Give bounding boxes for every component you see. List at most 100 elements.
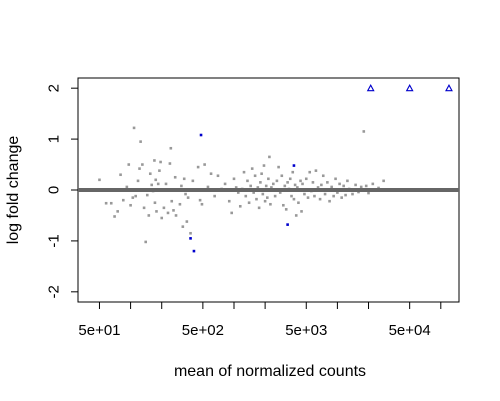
x-axis: 5e+01 5e+02 5e+03 5e+04 (78, 302, 442, 339)
data-point (286, 181, 289, 184)
x-axis-label: mean of normalized counts (174, 363, 366, 380)
data-point (186, 196, 190, 199)
data-point (357, 190, 360, 194)
y-tick-label: 2 (46, 84, 63, 92)
data-point (286, 223, 289, 226)
data-point (153, 201, 157, 205)
data-point (300, 210, 303, 213)
data-point (316, 186, 320, 189)
data-point (144, 240, 148, 244)
data-point (288, 177, 292, 181)
data-point (156, 182, 160, 186)
data-point (338, 182, 341, 186)
data-point (311, 181, 315, 184)
data-point (280, 174, 284, 178)
x-tick-label: 5e+03 (285, 322, 327, 339)
data-point (234, 186, 238, 189)
data-point (189, 237, 192, 240)
data-point (278, 191, 282, 194)
data-point (359, 185, 363, 189)
data-point (184, 192, 187, 196)
data-point (346, 179, 349, 183)
data-point (196, 165, 200, 169)
data-point (382, 179, 385, 183)
data-point (299, 179, 302, 183)
data-point (236, 191, 240, 194)
data-point (206, 185, 210, 189)
data-point (181, 225, 185, 228)
data-point (262, 164, 266, 167)
data-point (321, 174, 325, 178)
data-point (332, 194, 335, 198)
x-tick-label: 5e+01 (78, 322, 120, 339)
data-point (264, 184, 268, 188)
y-tick-label: -2 (46, 285, 63, 298)
data-point (249, 184, 252, 188)
data-point (330, 185, 333, 189)
data-point (131, 196, 135, 199)
data-point (160, 216, 164, 220)
data-point (261, 192, 265, 196)
data-point (116, 210, 119, 213)
data-point (145, 193, 149, 197)
data-point (174, 214, 178, 217)
data-point (297, 201, 300, 205)
data-point (192, 249, 196, 253)
data-point (141, 163, 144, 166)
data-point-triangle (366, 84, 375, 92)
data-point (354, 183, 357, 187)
data-point (292, 197, 296, 201)
data-point (153, 159, 156, 162)
data-point (164, 182, 168, 186)
data-point (284, 208, 288, 211)
data-points (98, 84, 453, 253)
data-point (172, 209, 175, 212)
data-point (189, 231, 192, 235)
data-point (182, 177, 186, 181)
data-point (203, 163, 206, 166)
data-point (166, 211, 170, 215)
y-tick-label: -1 (46, 234, 63, 247)
data-point (253, 174, 257, 178)
data-point (170, 199, 174, 203)
data-point (362, 130, 366, 133)
data-point (270, 186, 273, 189)
data-point (277, 165, 280, 169)
data-point (269, 202, 272, 206)
data-point (155, 210, 158, 213)
data-point (244, 194, 248, 198)
data-point (148, 172, 152, 176)
data-point (336, 191, 339, 194)
data-point (127, 163, 131, 166)
data-point (306, 196, 310, 199)
data-point (119, 173, 122, 177)
data-point (200, 202, 204, 206)
data-point (246, 179, 249, 183)
data-point (282, 203, 285, 207)
data-point (209, 172, 213, 176)
data-point (227, 199, 231, 203)
data-point (238, 204, 242, 208)
data-point (371, 182, 375, 186)
data-point (340, 196, 343, 199)
data-point (159, 160, 162, 164)
data-point (242, 170, 246, 174)
data-point (318, 197, 322, 201)
x-tick-label: 5e+04 (389, 322, 431, 339)
data-point (257, 206, 261, 210)
data-point (313, 194, 316, 198)
data-point (250, 167, 254, 170)
data-point (364, 184, 368, 188)
data-point (259, 181, 262, 184)
data-point (169, 146, 173, 150)
data-point (113, 215, 116, 218)
data-point (147, 214, 151, 217)
data-point (260, 172, 263, 176)
data-point (290, 194, 293, 198)
data-point (272, 182, 275, 186)
data-point (247, 201, 251, 205)
data-point (168, 162, 172, 165)
data-point (138, 167, 141, 170)
data-point (334, 177, 337, 181)
